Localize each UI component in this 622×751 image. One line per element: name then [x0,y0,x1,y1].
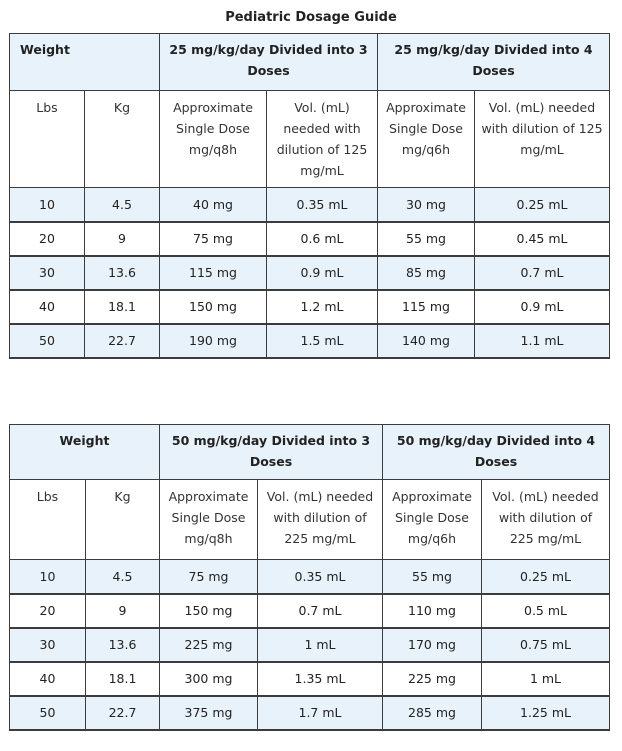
cell-lbs: 10 [9,187,85,223]
cell-volume-q8h: 1.2 mL [266,289,378,325]
cell-volume-q8h: 0.35 mL [266,187,378,223]
table-row: 10 4.5 40 mg 0.35 mL 30 mg 0.25 mL [9,187,610,223]
cell-dose-q8h: 225 mg [159,627,258,663]
cell-dose-q8h: 150 mg [159,289,267,325]
column-header-volume-q8h: Vol. (mL) needed with dilution of 125 mg… [266,90,378,188]
cell-volume-q8h: 1 mL [257,627,383,663]
dosage-table-50mg: Weight 50 mg/kg/day Divided into 3 Doses… [9,424,610,731]
column-header-dose-q6h: Approximate Single Dose mg/q6h [382,479,482,560]
cell-kg: 4.5 [85,559,160,595]
cell-dose-q6h: 110 mg [382,593,482,629]
column-header-volume-q6h: Vol. (mL) needed with dilution of 225 mg… [481,479,610,560]
cell-dose-q8h: 150 mg [159,593,258,629]
cell-lbs: 40 [9,661,86,697]
column-header-volume-q8h: Vol. (mL) needed with dilution of 225 mg… [257,479,383,560]
cell-lbs: 10 [9,559,86,595]
table-row: 50 22.7 190 mg 1.5 mL 140 mg 1.1 mL [9,323,610,359]
cell-kg: 18.1 [85,661,160,697]
column-header-volume-q6h: Vol. (mL) needed with dilution of 125 mg… [474,90,610,188]
cell-dose-q8h: 40 mg [159,187,267,223]
cell-kg: 9 [84,221,160,257]
cell-volume-q8h: 1.7 mL [257,695,383,731]
column-header-dose-q6h: Approximate Single Dose mg/q6h [377,90,475,188]
cell-dose-q8h: 75 mg [159,559,258,595]
weight-header: Weight [9,33,160,91]
group-header-3-doses: 25 mg/kg/day Divided into 3 Doses [159,33,378,91]
column-header-kg: Kg [85,479,160,560]
table-row: 30 13.6 115 mg 0.9 mL 85 mg 0.7 mL [9,255,610,291]
cell-dose-q8h: 75 mg [159,221,267,257]
group-header-row: Weight 25 mg/kg/day Divided into 3 Doses… [9,33,610,91]
table-row: 40 18.1 300 mg 1.35 mL 225 mg 1 mL [9,661,610,697]
cell-dose-q8h: 190 mg [159,323,267,359]
cell-volume-q6h: 0.7 mL [474,255,610,291]
cell-lbs: 20 [9,593,86,629]
cell-dose-q8h: 300 mg [159,661,258,697]
table-row: 20 9 150 mg 0.7 mL 110 mg 0.5 mL [9,593,610,629]
cell-kg: 13.6 [84,255,160,291]
cell-volume-q8h: 0.9 mL [266,255,378,291]
cell-lbs: 30 [9,255,85,291]
table-caption: Pediatric Dosage Guide [225,10,397,25]
group-header-row: Weight 50 mg/kg/day Divided into 3 Doses… [9,424,610,480]
cell-dose-q6h: 85 mg [377,255,475,291]
column-header-dose-q8h: Approximate Single Dose mg/q8h [159,90,267,188]
cell-volume-q8h: 0.6 mL [266,221,378,257]
column-header-row: Lbs Kg Approximate Single Dose mg/q8h Vo… [9,90,610,188]
column-header-lbs: Lbs [9,479,86,560]
column-header-dose-q8h: Approximate Single Dose mg/q8h [159,479,258,560]
column-header-lbs: Lbs [9,90,85,188]
table-row: 40 18.1 150 mg 1.2 mL 115 mg 0.9 mL [9,289,610,325]
group-header-3-doses: 50 mg/kg/day Divided into 3 Doses [159,424,383,480]
cell-volume-q6h: 0.25 mL [481,559,610,595]
cell-kg: 22.7 [85,695,160,731]
cell-volume-q6h: 1 mL [481,661,610,697]
table-row: 20 9 75 mg 0.6 mL 55 mg 0.45 mL [9,221,610,257]
cell-dose-q6h: 115 mg [377,289,475,325]
cell-lbs: 40 [9,289,85,325]
cell-dose-q6h: 55 mg [382,559,482,595]
cell-dose-q6h: 225 mg [382,661,482,697]
cell-kg: 13.6 [85,627,160,663]
cell-dose-q8h: 375 mg [159,695,258,731]
cell-volume-q8h: 1.35 mL [257,661,383,697]
group-header-4-doses: 50 mg/kg/day Divided into 4 Doses [382,424,610,480]
cell-dose-q6h: 140 mg [377,323,475,359]
cell-volume-q8h: 1.5 mL [266,323,378,359]
cell-dose-q6h: 170 mg [382,627,482,663]
cell-dose-q6h: 55 mg [377,221,475,257]
table-row: 10 4.5 75 mg 0.35 mL 55 mg 0.25 mL [9,559,610,595]
weight-header: Weight [9,424,160,480]
cell-volume-q8h: 0.7 mL [257,593,383,629]
cell-kg: 22.7 [84,323,160,359]
cell-dose-q6h: 30 mg [377,187,475,223]
column-header-kg: Kg [84,90,160,188]
cell-kg: 9 [85,593,160,629]
cell-volume-q6h: 0.9 mL [474,289,610,325]
table-row: 50 22.7 375 mg 1.7 mL 285 mg 1.25 mL [9,695,610,731]
cell-volume-q6h: 1.1 mL [474,323,610,359]
cell-volume-q6h: 0.75 mL [481,627,610,663]
cell-kg: 4.5 [84,187,160,223]
cell-kg: 18.1 [84,289,160,325]
column-header-row: Lbs Kg Approximate Single Dose mg/q8h Vo… [9,479,610,560]
cell-volume-q6h: 1.25 mL [481,695,610,731]
cell-lbs: 50 [9,323,85,359]
cell-lbs: 50 [9,695,86,731]
table-row: 30 13.6 225 mg 1 mL 170 mg 0.75 mL [9,627,610,663]
dosage-table-25mg: Weight 25 mg/kg/day Divided into 3 Doses… [9,33,610,359]
cell-lbs: 20 [9,221,85,257]
cell-lbs: 30 [9,627,86,663]
cell-dose-q6h: 285 mg [382,695,482,731]
cell-volume-q6h: 0.25 mL [474,187,610,223]
cell-volume-q6h: 0.5 mL [481,593,610,629]
group-header-4-doses: 25 mg/kg/day Divided into 4 Doses [377,33,610,91]
cell-dose-q8h: 115 mg [159,255,267,291]
cell-volume-q8h: 0.35 mL [257,559,383,595]
cell-volume-q6h: 0.45 mL [474,221,610,257]
